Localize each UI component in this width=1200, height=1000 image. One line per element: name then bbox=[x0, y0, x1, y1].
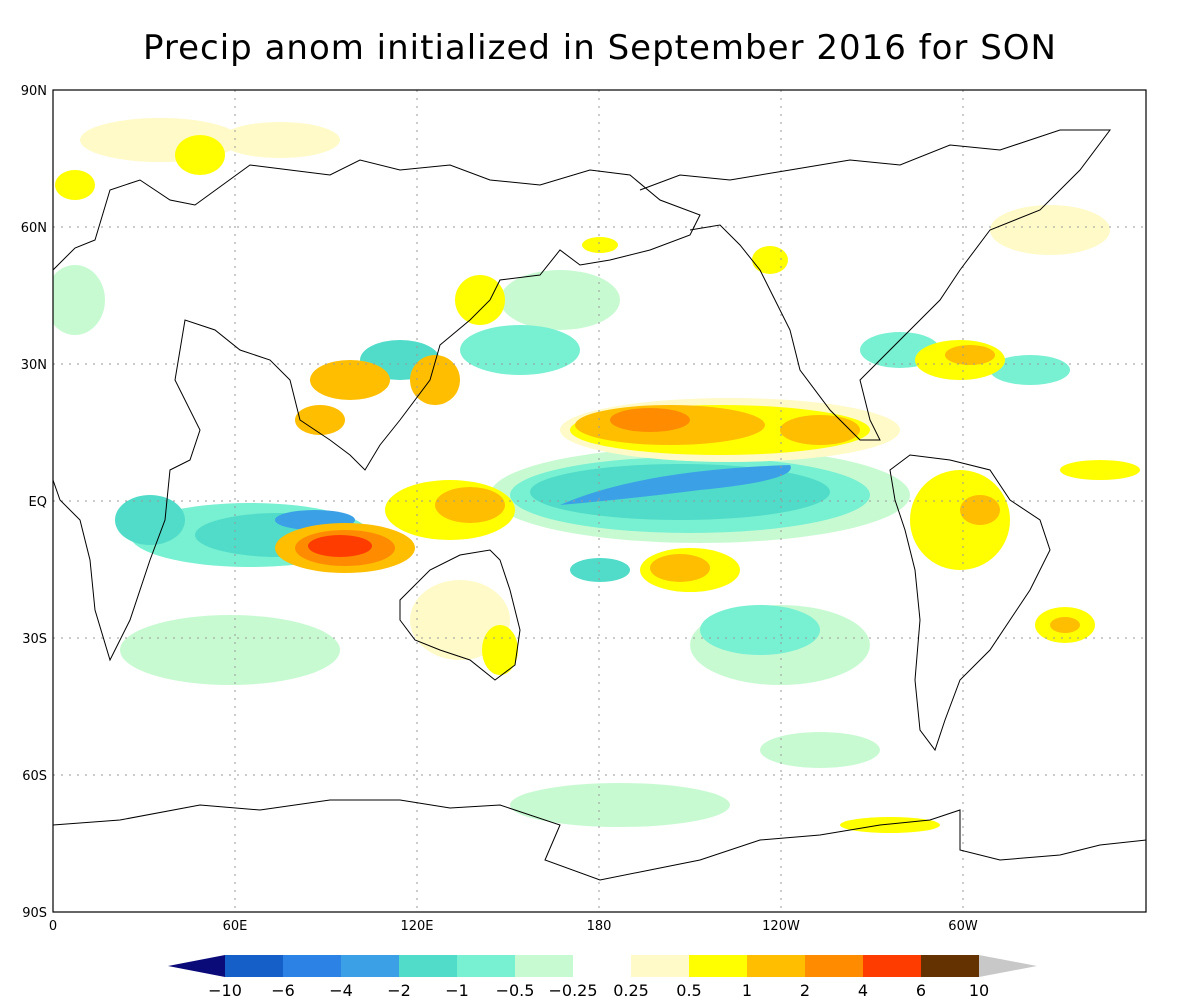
lon-tick-label: 120E bbox=[400, 919, 433, 934]
anomaly-contour bbox=[560, 465, 791, 505]
anomaly-contour bbox=[120, 615, 340, 685]
colorbar-box bbox=[921, 955, 979, 977]
coastline-antarctica bbox=[53, 799, 1146, 881]
anomaly-contour bbox=[308, 535, 372, 557]
anomaly-contour bbox=[500, 270, 620, 330]
anomaly-contour bbox=[760, 732, 880, 768]
lat-tick-label: 30N bbox=[21, 358, 47, 373]
colorbar-box bbox=[341, 955, 399, 977]
colorbar-box bbox=[573, 955, 631, 977]
colorbar-box bbox=[805, 955, 863, 977]
anomaly-contour bbox=[780, 415, 860, 445]
colorbar-label: 4 bbox=[858, 981, 868, 1000]
anomaly-contour bbox=[650, 554, 710, 582]
lat-tick-label: 90N bbox=[21, 84, 47, 99]
coastline-north-america bbox=[639, 129, 1111, 441]
anomaly-contour bbox=[910, 470, 1010, 570]
anomaly-contour bbox=[55, 170, 95, 200]
colorbar-label: −1 bbox=[445, 981, 469, 1000]
colorbar-label: −10 bbox=[208, 981, 242, 1000]
anomaly-contour bbox=[295, 405, 345, 435]
lat-labels: 90N 60N 30N EQ 30S 60S 90S bbox=[21, 84, 47, 921]
colorbar-box bbox=[225, 955, 283, 977]
coastline-south-america bbox=[889, 454, 1051, 752]
anomaly-contour bbox=[460, 325, 580, 375]
colorbar: −10 −6 −4 −2 −1 −0.5 −0.25 0.25 0.5 1 2 4 6 10 bbox=[168, 955, 1037, 1000]
anomaly-contour bbox=[510, 783, 730, 827]
lat-tick-label: EQ bbox=[29, 495, 47, 510]
page-title: Precip anom initialized in September 201… bbox=[142, 28, 1057, 68]
colorbar-label: −0.25 bbox=[548, 981, 597, 1000]
anomaly-contour bbox=[1060, 460, 1140, 480]
lat-tick-label: 60N bbox=[21, 221, 47, 236]
coastline-africa-eurasia bbox=[53, 159, 701, 662]
lon-tick-label: 60E bbox=[223, 919, 248, 934]
colorbar-label: 10 bbox=[969, 981, 989, 1000]
anomaly-contour bbox=[410, 355, 460, 405]
anomaly-contour bbox=[310, 360, 390, 400]
gridlines bbox=[53, 90, 1146, 912]
anomaly-contour bbox=[220, 122, 340, 158]
colorbar-label: 0.5 bbox=[676, 981, 701, 1000]
colorbar-arrow-high bbox=[979, 955, 1037, 977]
colorbar-label: −6 bbox=[271, 981, 295, 1000]
colorbar-label: 1 bbox=[742, 981, 752, 1000]
anomaly-positive bbox=[55, 135, 1140, 833]
lon-tick-label: 0 bbox=[49, 919, 57, 934]
anomaly-contour bbox=[582, 237, 618, 253]
anomaly-contour bbox=[570, 558, 630, 582]
colorbar-box bbox=[863, 955, 921, 977]
colorbar-box bbox=[631, 955, 689, 977]
colorbar-label: −0.5 bbox=[496, 981, 535, 1000]
colorbar-label: −4 bbox=[329, 981, 353, 1000]
anomaly-contour bbox=[175, 135, 225, 175]
anomaly-contour bbox=[435, 487, 505, 523]
anomaly-contour bbox=[455, 275, 505, 325]
lon-tick-label: 180 bbox=[587, 919, 612, 934]
colorbar-box bbox=[283, 955, 341, 977]
anomaly-contour bbox=[53, 265, 105, 335]
colorbar-box bbox=[515, 955, 573, 977]
anomaly-contour bbox=[1050, 617, 1080, 633]
lat-tick-label: 30S bbox=[22, 632, 47, 647]
colorbar-label: 2 bbox=[800, 981, 810, 1000]
map-frame bbox=[52, 89, 1147, 913]
lat-tick-label: 90S bbox=[22, 906, 47, 921]
lon-tick-label: 60W bbox=[948, 919, 978, 934]
anomaly-contour bbox=[115, 495, 185, 545]
colorbar-label: 6 bbox=[916, 981, 926, 1000]
anomaly-contour bbox=[700, 605, 820, 655]
anomaly-field bbox=[53, 118, 1140, 833]
anomaly-contour bbox=[752, 246, 788, 274]
anomaly-contour bbox=[482, 625, 518, 675]
colorbar-arrow-low bbox=[168, 955, 225, 977]
colorbar-box bbox=[399, 955, 457, 977]
anomaly-contour bbox=[840, 817, 940, 833]
colorbar-label: 0.25 bbox=[613, 981, 649, 1000]
colorbar-label: −2 bbox=[387, 981, 411, 1000]
lon-tick-label: 120W bbox=[762, 919, 800, 934]
colorbar-box bbox=[747, 955, 805, 977]
anomaly-contour bbox=[960, 495, 1000, 525]
anomaly-contour bbox=[990, 205, 1110, 255]
coastline-australia bbox=[399, 549, 521, 681]
colorbar-box bbox=[457, 955, 515, 977]
lon-labels: 0 60E 120E 180 120W 60W bbox=[49, 919, 978, 934]
lat-tick-label: 60S bbox=[22, 769, 47, 784]
anomaly-contour bbox=[945, 345, 995, 365]
anomaly-contour bbox=[990, 355, 1070, 385]
anomaly-contour bbox=[610, 408, 690, 432]
coastlines bbox=[53, 129, 1146, 881]
colorbar-box bbox=[689, 955, 747, 977]
